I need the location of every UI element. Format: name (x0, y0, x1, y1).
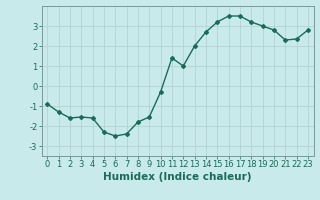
X-axis label: Humidex (Indice chaleur): Humidex (Indice chaleur) (103, 172, 252, 182)
